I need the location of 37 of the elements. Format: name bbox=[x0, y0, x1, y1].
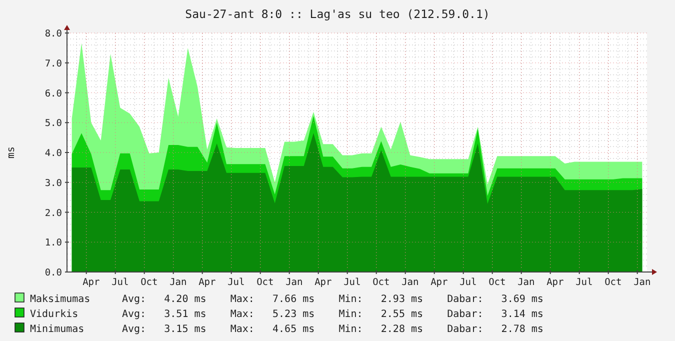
y-tick-label: 7.0 bbox=[44, 58, 62, 70]
x-tick-label: Jan bbox=[170, 277, 187, 288]
y-tick-label: 8.0 bbox=[44, 28, 62, 40]
text: Avg: 3.15 ms Max: 4.65 ms Min: 2.28 ms Dabar: 2.78 ms bbox=[122, 324, 544, 335]
legend-label: Minimumas bbox=[30, 324, 84, 335]
x-tick-label: Oct bbox=[488, 277, 506, 288]
x-tick-label: Jul bbox=[344, 277, 361, 288]
y-axis-title: ms bbox=[6, 146, 17, 159]
text: Avg: 3.51 ms Max: 5.23 ms Min: 2.55 ms Dabar: 3.14 ms bbox=[122, 309, 544, 320]
y-tick-label: 1.0 bbox=[44, 238, 62, 249]
y-tick-label: 2.0 bbox=[44, 208, 62, 219]
x-tick-label: Jan bbox=[402, 277, 419, 288]
x-tick-label: Jan bbox=[634, 277, 651, 288]
y-tick-label: 3.0 bbox=[44, 178, 62, 189]
text: Avg: 4.20 ms Max: 7.66 ms Min: 2.93 ms Dabar: 3.69 ms bbox=[122, 294, 544, 305]
y-tick-label: 4.0 bbox=[44, 148, 62, 159]
chart-title: Sau-27-ant 8:0 :: Lag'as su teo (212.59.0.1) bbox=[185, 7, 490, 21]
x-tick-label: Jul bbox=[112, 277, 129, 288]
x-tick-label: Jan bbox=[518, 277, 535, 288]
y-tick-label: 0.0 bbox=[44, 268, 62, 278]
x-tick-label: Oct bbox=[140, 277, 158, 288]
x-tick-label: Oct bbox=[256, 277, 274, 288]
y-tick-label: 5.0 bbox=[44, 118, 62, 130]
x-tick-label: Jan bbox=[286, 277, 303, 288]
x-tick-label: Jul bbox=[576, 277, 593, 288]
x-tick-label: Apr bbox=[430, 277, 448, 288]
x-tick-label: Apr bbox=[198, 277, 216, 288]
x-tick-label: Oct bbox=[372, 277, 390, 288]
x-tick-label: Jul bbox=[460, 277, 477, 288]
y-tick-label: 6.0 bbox=[44, 88, 62, 100]
legend-label: Vidurkis bbox=[30, 309, 78, 320]
x-tick-label: Apr bbox=[546, 277, 564, 288]
x-tick-label: Oct bbox=[604, 277, 622, 288]
x-tick-label: Jul bbox=[228, 277, 245, 288]
x-tick-label: Apr bbox=[82, 277, 100, 288]
x-tick-label: Apr bbox=[314, 277, 332, 288]
legend-label: Maksimumas bbox=[30, 294, 90, 305]
